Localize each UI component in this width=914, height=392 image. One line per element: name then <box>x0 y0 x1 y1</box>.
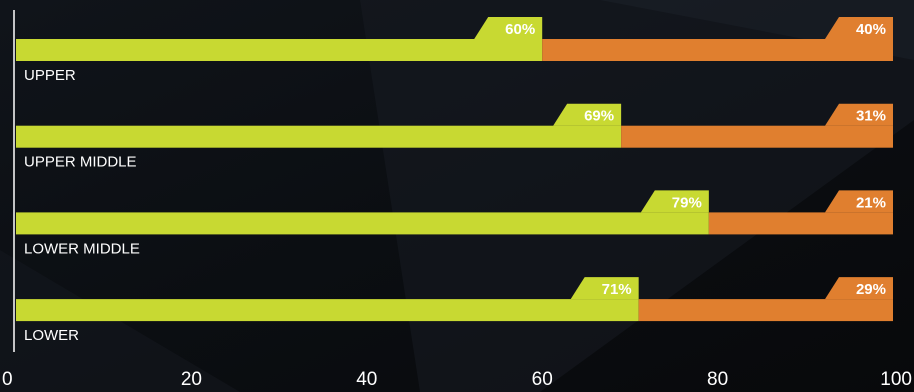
bar-segment-b <box>708 212 893 235</box>
value-tag <box>825 277 893 300</box>
data-label: 71% <box>602 281 632 298</box>
data-label: 21% <box>856 194 886 211</box>
x-tick-label: 100 <box>880 369 912 390</box>
data-label: 40% <box>856 21 886 38</box>
data-label: 79% <box>672 194 702 211</box>
bar-segment-b <box>621 125 893 148</box>
x-tick-label: 0 <box>2 369 13 390</box>
data-label: 69% <box>584 108 614 125</box>
category-label: UPPER MIDDLE <box>24 154 137 171</box>
bar-segment-a <box>16 212 709 235</box>
value-tag <box>553 103 622 126</box>
value-tag <box>825 190 893 213</box>
data-label: 31% <box>856 108 886 125</box>
bar-segment-b <box>542 39 893 61</box>
bar-segment-a <box>16 125 622 148</box>
value-tag <box>640 190 709 213</box>
value-tag <box>474 17 543 39</box>
x-tick-label: 20 <box>181 369 202 390</box>
value-tag <box>570 277 639 300</box>
bar-segment-a <box>16 39 543 61</box>
x-tick-label: 80 <box>707 369 728 390</box>
data-label: 29% <box>856 281 886 298</box>
x-tick-label: 60 <box>532 369 553 390</box>
value-tag <box>825 103 893 126</box>
value-tag <box>825 17 893 39</box>
data-label: 60% <box>505 21 535 38</box>
bar-segment-a <box>16 299 639 322</box>
category-label: UPPER <box>24 67 76 84</box>
category-label: LOWER MIDDLE <box>24 240 140 257</box>
category-label: LOWER <box>24 327 79 344</box>
bar-segment-b <box>638 299 893 322</box>
x-tick-label: 40 <box>356 369 377 390</box>
